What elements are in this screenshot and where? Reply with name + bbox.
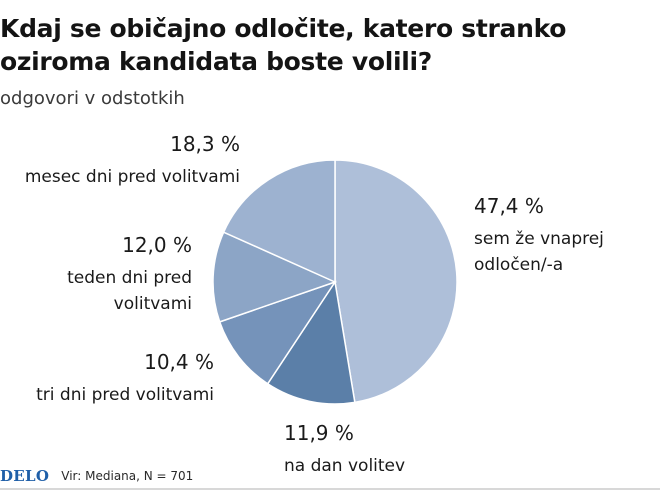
bottom-rule [0,488,660,490]
pie-slice [212,231,338,323]
slice-category-label: na dan volitev [284,456,406,476]
slice-value-label: 47,4 % [474,194,544,218]
slice-value-label: 18,3 % [170,132,240,156]
slice-category-label: mesec dni pred volitvami [24,167,240,187]
slice-category-label: sem že vnaprej odločen/-a [474,229,604,275]
chart-subtitle: odgovori v odstotkih [0,88,185,109]
slice-category-label: teden dni pred volitvami [67,268,192,314]
pie-slice [334,159,458,404]
slice-category-label: tri dni pred volitvami [36,385,214,405]
slice-label-group: 18,3 % mesec dni pred volitvami [0,132,240,190]
pie-slices [212,159,458,405]
slice-value-label: 12,0 % [122,233,192,257]
slice-value-label: 10,4 % [144,350,214,374]
footer: DELO Vir: Mediana, N = 701 [0,466,193,486]
chart-title: Kdaj se običajno odločite, katero strank… [0,14,567,76]
slice-label-group: 12,0 % teden dni pred volitvami [0,233,192,317]
slice-label-group: 11,9 % na dan volitev [284,421,405,479]
slice-label-group: 47,4 % sem že vnaprej odločen/-a [474,194,624,278]
pie-slice [218,280,337,385]
pie-slice [266,279,356,405]
slice-value-label: 11,9 % [284,421,354,445]
source-note: Vir: Mediana, N = 701 [61,469,194,483]
slice-label-group: 10,4 % tri dni pred volitvami [0,350,214,408]
pie-slice [222,159,336,284]
publisher-logo: DELO [0,467,50,485]
